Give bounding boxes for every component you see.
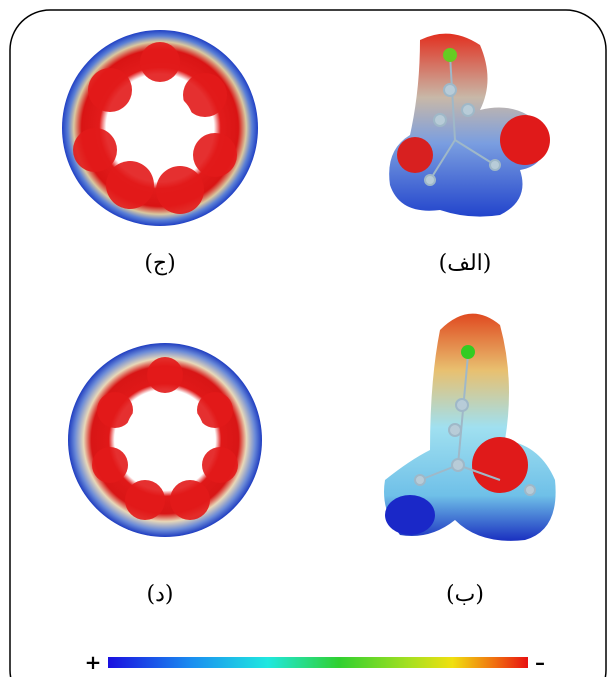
molecule	[384, 314, 556, 541]
panel-label: (ج)	[144, 251, 175, 276]
panel-label: (الف)	[439, 251, 492, 276]
panel-label: (ب)	[446, 582, 484, 607]
molecule	[389, 34, 550, 217]
scale-label: –	[535, 650, 545, 674]
figure: (الف) (ب) (ج) (د) + –	[0, 0, 616, 677]
molecule-ring	[62, 30, 258, 226]
scale-label: +	[85, 650, 102, 674]
color-scale	[108, 657, 528, 668]
molecule-ring	[68, 343, 262, 537]
panel-label: (د)	[147, 582, 174, 607]
